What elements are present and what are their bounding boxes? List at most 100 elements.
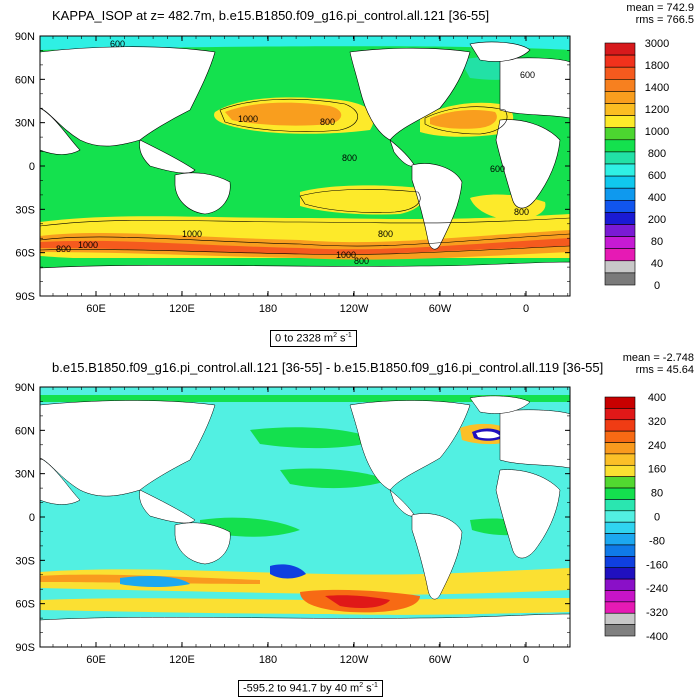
lon-tick-label: 120W [340,654,369,666]
colorbar-label: 200 [648,214,666,226]
panel2-range-box: -595.2 to 941.7 by 40 m2 s-1 [238,680,383,697]
panel1-axis-labels: 90N 60N 30N 0 30S 60S 90S 60E 120E 180 120W 60W 0 [15,31,529,315]
colorbar-label: 0 [654,280,660,292]
colorbar-label: 3000 [645,38,669,50]
colorbar-swatch [604,556,636,569]
colorbar-swatch [604,533,636,546]
colorbar-swatch [604,521,636,534]
panel2-axis-labels: 90N 60N 30N 0 30S 60S 90S 60E 120E 180 120W 60W 0 [15,382,529,666]
panel2-blue-band [120,576,190,587]
panel1-contour-labels: 600 800 1000 800 600 800 1000 800 1000 6… [56,39,535,266]
lat-tick-label: 60S [15,248,35,260]
lat-tick-label: 60S [15,599,35,611]
colorbar-swatch [604,127,636,141]
colorbar-swatch [604,200,636,213]
colorbar-label: 400 [648,392,666,404]
panel1-arctic [40,36,570,50]
colorbar-swatch [604,54,636,68]
panel1-natl-orange [430,110,497,129]
panel2-range-sup2: -1 [371,682,378,689]
colorbar-swatch [604,487,636,500]
panel1-map: 600 800 1000 800 600 800 1000 800 1000 6… [39,35,571,297]
colorbar-swatch [604,499,636,512]
colorbar-swatch [604,544,636,557]
colorbar-swatch [604,396,636,409]
colorbar-swatch [604,453,636,466]
panel1-range-unit: s [337,332,346,345]
panel2-natl-white [476,431,500,439]
lat-tick-label: 0 [29,161,35,173]
lon-tick-label: 60E [86,303,106,315]
colorbar-swatch [604,175,636,189]
lat-tick-label: 30N [15,118,35,130]
lon-tick-label: 0 [523,654,529,666]
contour-label: 1000 [78,240,98,250]
colorbar-label: 1000 [645,126,669,138]
colorbar-swatch [604,624,636,637]
lat-tick-label: 30N [15,469,35,481]
panel1-contours [40,98,570,255]
lat-tick-label: 90S [15,291,35,303]
contour-label: 600 [520,70,535,80]
colorbar-swatch [604,187,636,201]
colorbar-label: 40 [651,258,663,270]
lon-tick-label: 0 [523,303,529,315]
colorbar-swatch [604,91,636,104]
contour-label: 800 [342,153,357,163]
contour-label: 600 [490,164,505,174]
colorbar-label: 1200 [645,104,669,116]
contour-label: 600 [110,39,125,49]
colorbar-swatch [604,601,636,614]
colorbar-label: -320 [646,607,668,619]
lat-tick-label: 30S [15,204,35,216]
panel2-range-text: -595.2 to 941.7 by 40 m [243,682,360,695]
colorbar-swatch [604,612,636,625]
colorbar-label: -160 [646,559,668,571]
colorbar-swatch [604,115,636,128]
contour-label: 1000 [336,250,356,260]
contour-label: 800 [378,229,393,239]
colorbar-swatch [604,578,636,591]
colorbar-swatch [604,567,636,580]
panel2-colorbar: 400 320 240 160 80 0 -80 -160 -240 -320 -400 [604,392,668,643]
colorbar-swatch [604,464,636,477]
lon-tick-label: 60E [86,654,106,666]
panel1-range-sup2: -1 [345,332,352,339]
colorbar-label: 80 [651,236,663,248]
panel1-ticks [40,35,570,297]
colorbar-swatch [604,408,636,421]
contour-label: 800 [354,256,369,266]
panel1-spac-yellow [300,185,424,215]
lon-tick-label: 180 [259,654,277,666]
lon-tick-label: 120W [340,303,369,315]
colorbar-label: -240 [646,583,668,595]
colorbar-swatch [604,510,636,523]
colorbar-swatch [604,272,636,286]
colorbar-swatch [604,163,636,177]
contour-label: 800 [320,117,335,127]
panel2-hotspot-red [325,595,390,608]
panel2-stat-mean: mean = -2.748 [622,352,694,364]
colorbar-swatch [604,260,636,274]
colorbar-label: 0 [654,512,660,524]
colorbar-swatch [604,442,636,455]
panel2-ticks [40,386,570,648]
panel2-title: b.e15.B1850.f09_g16.pi_control.all.121 [… [52,360,604,375]
colorbar-label: -80 [649,535,665,547]
colorbar-label: 320 [648,416,666,428]
colorbar-swatch [604,590,636,603]
contour-label: 800 [56,244,71,254]
lon-tick-label: 60W [429,303,452,315]
colorbar-swatch [604,248,636,262]
colorbar-swatch [604,66,636,80]
panel2-southern-yellow2 [40,598,570,615]
contour-label: 1000 [182,229,202,239]
colorbar-swatch [604,236,636,250]
colorbar-swatch [604,151,636,165]
colorbar-label: 600 [648,170,666,182]
lat-tick-label: 90S [15,642,35,654]
panel2-range-sup: 2 [359,682,364,689]
panel1-range-text: 0 to 2328 m [275,332,334,345]
panel1-stat-mean: mean = 742.9 [626,2,694,14]
